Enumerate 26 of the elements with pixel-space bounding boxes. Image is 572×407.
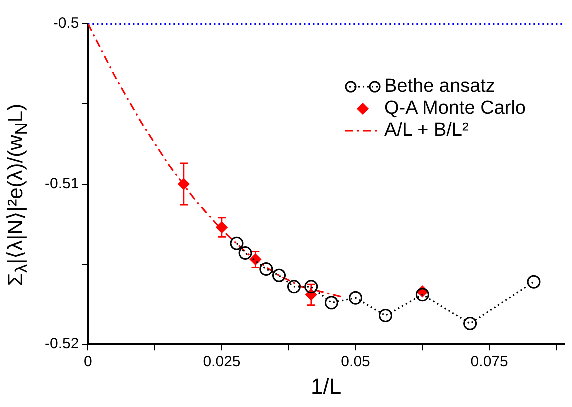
point	[349, 291, 363, 305]
x-tick-label: 0	[84, 354, 92, 371]
legend-label: Q-A Monte Carlo	[384, 98, 526, 120]
x-tick-label: 0.025	[203, 354, 241, 371]
point	[230, 236, 244, 250]
point	[272, 268, 286, 282]
legend-label: Bethe ansatz	[384, 76, 496, 98]
x-axis-title: 1/L	[311, 374, 342, 399]
point	[527, 275, 541, 289]
point	[178, 178, 190, 190]
point	[416, 288, 430, 302]
point	[324, 296, 338, 310]
point	[287, 280, 301, 294]
point	[216, 222, 228, 234]
point	[379, 308, 392, 322]
x-tick-label: 0.075	[470, 354, 508, 371]
x-tick-label: 0.05	[341, 354, 370, 371]
y-tick-label: -0.5	[53, 15, 80, 32]
y-tick-label: -0.51	[44, 175, 80, 192]
y-tick-label: -0.52	[44, 336, 80, 353]
point	[464, 317, 478, 331]
legend-label: A/L + B/L²	[384, 120, 469, 142]
point	[260, 262, 274, 276]
point	[238, 246, 252, 260]
point	[250, 254, 262, 266]
point	[304, 280, 318, 294]
